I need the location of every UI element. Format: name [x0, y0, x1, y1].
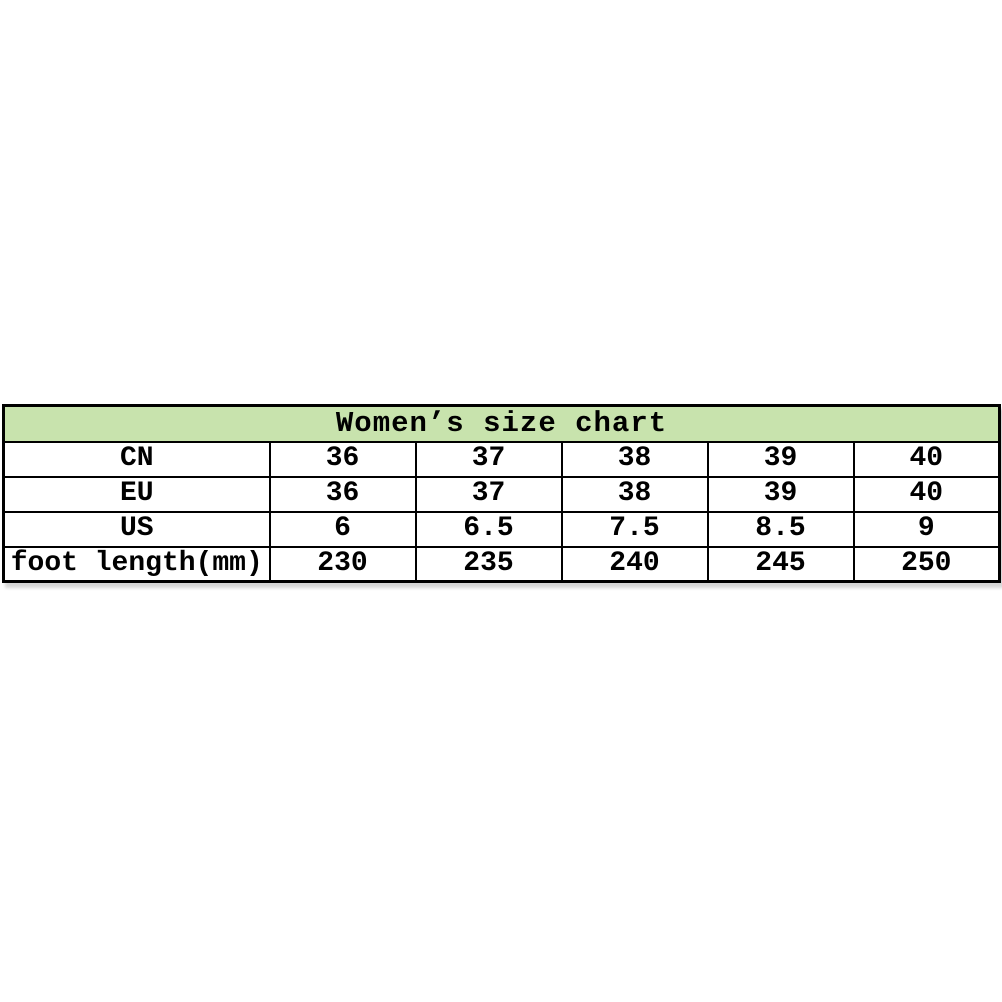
row-label-us: US [2, 510, 271, 548]
size-cell: 9 [852, 510, 1001, 548]
size-cell: 6 [268, 510, 417, 548]
table-row-foot-length: foot length(mm) 230 235 240 245 250 [2, 545, 1001, 583]
row-label-foot-length: foot length(mm) [2, 545, 271, 583]
row-label-eu: EU [2, 475, 271, 513]
size-cell: 250 [852, 545, 1001, 583]
row-label-cn: CN [2, 440, 271, 478]
size-cell: 38 [560, 440, 709, 478]
size-cell: 37 [414, 440, 563, 478]
womens-size-chart-table: Women’s size chart CN 36 37 38 39 40 EU … [2, 404, 1002, 583]
table-title: Women’s size chart [2, 404, 1001, 443]
size-cell: 245 [706, 545, 855, 583]
size-cell: 39 [706, 475, 855, 513]
table-row-us: US 6 6.5 7.5 8.5 9 [2, 510, 1001, 548]
size-cell: 36 [268, 475, 417, 513]
size-cell: 8.5 [706, 510, 855, 548]
size-cell: 40 [852, 440, 1001, 478]
size-cell: 240 [560, 545, 709, 583]
table-title-row: Women’s size chart [2, 404, 1001, 443]
size-cell: 37 [414, 475, 563, 513]
size-cell: 230 [268, 545, 417, 583]
size-cell: 7.5 [560, 510, 709, 548]
size-cell: 235 [414, 545, 563, 583]
size-cell: 39 [706, 440, 855, 478]
size-cell: 38 [560, 475, 709, 513]
size-cell: 36 [268, 440, 417, 478]
size-cell: 6.5 [414, 510, 563, 548]
size-cell: 40 [852, 475, 1001, 513]
table-row-cn: CN 36 37 38 39 40 [2, 440, 1001, 478]
table-row-eu: EU 36 37 38 39 40 [2, 475, 1001, 513]
